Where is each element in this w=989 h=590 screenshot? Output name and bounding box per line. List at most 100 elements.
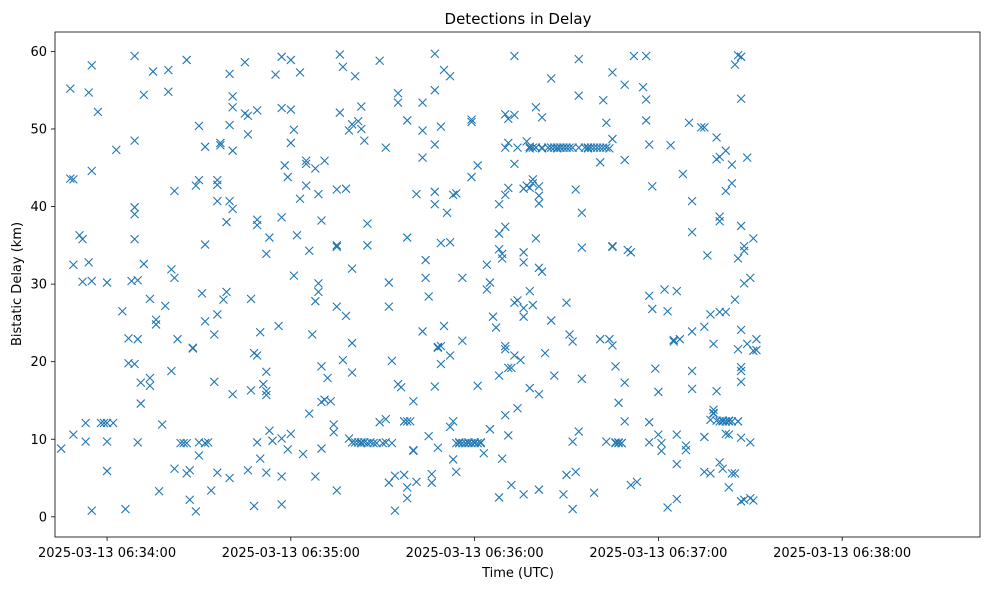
- data-point: [736, 362, 746, 372]
- data-point: [479, 448, 489, 458]
- data-point: [75, 230, 84, 240]
- data-point: [130, 359, 140, 369]
- data-point: [730, 60, 740, 69]
- data-point: [641, 95, 651, 104]
- data-point: [222, 287, 231, 297]
- data-point: [286, 138, 296, 148]
- data-point: [216, 140, 225, 150]
- data-point: [494, 199, 504, 209]
- data-point: [592, 143, 602, 152]
- data-point: [531, 102, 541, 112]
- data-point: [534, 263, 544, 273]
- data-point: [255, 327, 265, 337]
- data-point: [736, 221, 746, 231]
- data-point: [519, 258, 529, 267]
- data-point: [133, 275, 143, 285]
- data-point: [739, 246, 749, 256]
- data-point: [363, 438, 372, 448]
- data-point: [427, 469, 437, 479]
- data-point: [261, 468, 271, 478]
- data-point: [513, 296, 522, 305]
- data-point: [678, 169, 688, 179]
- data-point: [363, 219, 372, 228]
- data-point: [173, 334, 182, 344]
- data-point: [418, 126, 427, 135]
- data-point: [68, 430, 78, 439]
- data-point: [212, 468, 222, 478]
- data-point: [427, 478, 437, 488]
- data-point: [130, 136, 140, 145]
- data-point: [467, 172, 476, 182]
- data-point: [537, 143, 547, 152]
- data-point: [721, 307, 731, 317]
- data-point: [182, 438, 192, 448]
- data-point: [519, 489, 529, 499]
- data-point: [412, 477, 421, 487]
- data-point: [494, 493, 504, 502]
- data-point: [412, 189, 421, 199]
- data-point: [384, 478, 394, 488]
- data-point: [356, 438, 366, 448]
- data-point: [733, 417, 743, 426]
- data-point: [356, 102, 366, 111]
- data-point: [277, 472, 287, 481]
- data-point: [286, 55, 296, 65]
- data-point: [252, 105, 262, 115]
- data-point: [136, 378, 146, 388]
- data-point: [274, 321, 283, 331]
- data-point: [577, 243, 587, 253]
- data-point: [258, 379, 268, 389]
- data-point: [350, 71, 360, 81]
- y-tick-label: 0: [39, 510, 47, 525]
- data-point: [228, 146, 238, 156]
- data-point: [200, 438, 210, 448]
- data-point: [709, 408, 718, 418]
- data-point: [513, 403, 522, 413]
- data-point: [393, 98, 403, 107]
- data-point: [228, 102, 238, 112]
- data-point: [500, 344, 510, 354]
- data-point: [721, 146, 731, 156]
- data-point: [124, 334, 133, 343]
- data-point: [314, 278, 323, 288]
- data-point: [139, 259, 149, 269]
- data-point: [586, 143, 596, 152]
- data-point: [228, 389, 238, 399]
- data-point: [565, 143, 574, 152]
- data-point: [672, 459, 682, 469]
- data-point: [151, 320, 161, 329]
- data-point: [614, 398, 623, 408]
- data-point: [359, 437, 369, 447]
- x-tick-label: 2025-03-13 06:37:00: [589, 546, 727, 561]
- data-point: [369, 438, 378, 448]
- data-point: [681, 445, 691, 455]
- data-point: [510, 351, 519, 360]
- data-point: [733, 344, 743, 354]
- data-point: [510, 110, 519, 120]
- x-tick-label: 2025-03-13 06:34:00: [38, 546, 176, 561]
- data-point: [647, 304, 657, 314]
- data-point: [243, 111, 253, 121]
- data-point: [222, 217, 231, 227]
- plot-area: [54, 31, 981, 538]
- data-point: [571, 185, 581, 194]
- data-point: [347, 437, 357, 447]
- data-point: [418, 98, 427, 107]
- data-point: [721, 429, 731, 439]
- chart-title: Detections in Delay: [445, 10, 592, 28]
- data-point: [663, 306, 672, 316]
- data-point: [402, 116, 412, 125]
- data-point: [562, 470, 571, 480]
- data-point: [130, 209, 140, 219]
- data-point: [87, 506, 97, 516]
- data-point: [191, 181, 201, 190]
- data-point: [93, 107, 103, 117]
- plot-frame: [55, 32, 980, 537]
- data-point: [283, 444, 293, 454]
- data-point: [206, 486, 216, 495]
- data-point: [265, 233, 274, 242]
- data-point: [620, 155, 630, 165]
- data-point: [562, 298, 571, 308]
- data-point: [485, 424, 495, 434]
- data-point: [197, 289, 207, 298]
